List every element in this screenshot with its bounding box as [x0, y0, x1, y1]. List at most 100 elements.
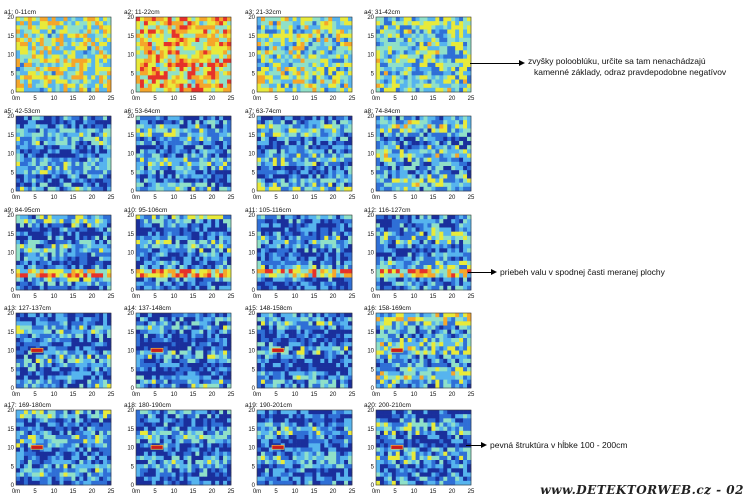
heatmap-cell [403, 62, 408, 68]
heatmap-cell [272, 252, 278, 257]
heatmap-cell [344, 161, 349, 167]
heatmap-cell [379, 83, 385, 89]
heatmap-cell [415, 29, 420, 34]
heatmap-cell [336, 227, 341, 232]
heatmap-cell [215, 83, 220, 89]
heatmap-cell [332, 42, 337, 47]
heatmap-cell [175, 87, 180, 93]
heatmap-cell [260, 54, 266, 59]
heatmap-cell [27, 170, 33, 175]
heatmap-cell [399, 132, 405, 138]
heatmap-cell [316, 33, 321, 39]
heatmap-cell [43, 252, 48, 257]
heatmap-cell [459, 71, 464, 76]
heatmap-cell [183, 153, 188, 158]
heatmap-cell [407, 25, 412, 30]
heatmap-cell [344, 37, 349, 43]
heatmap-cell [419, 215, 424, 220]
heatmap-cell [79, 285, 84, 291]
heatmap-cell [379, 50, 385, 55]
heatmap-cell [91, 141, 96, 146]
heatmap-cell [320, 178, 325, 183]
heatmap-cell [203, 265, 208, 270]
heatmap-cell [304, 71, 309, 76]
heatmap-cell [264, 219, 270, 224]
heatmap-cell [336, 120, 341, 125]
heatmap-cell [399, 128, 405, 133]
heatmap-cell [411, 120, 416, 125]
heatmap-cell [219, 75, 224, 80]
heatmap-cell [87, 132, 92, 138]
heatmap-cell [344, 54, 349, 59]
heatmap-cell [264, 186, 270, 192]
heatmap-cell [159, 37, 165, 43]
heatmap-cell [87, 71, 92, 76]
heatmap-cell [407, 29, 412, 34]
heatmap-cell [284, 252, 289, 257]
heatmap-cell [419, 116, 424, 121]
heatmap-cell [143, 166, 149, 171]
heatmap-cell [340, 79, 345, 84]
heatmap-cell [187, 75, 192, 80]
heatmap-cell [407, 136, 412, 142]
heatmap-cell [23, 141, 29, 146]
heatmap-cell [71, 235, 76, 241]
heatmap-cell [43, 186, 48, 192]
heatmap-cell [336, 132, 341, 138]
heatmap-cell [292, 215, 297, 220]
heatmap-cell [179, 33, 184, 39]
heatmap-cell [340, 248, 345, 253]
heatmap-cell [272, 244, 278, 249]
heatmap-cell [187, 231, 192, 237]
heatmap-cell [139, 17, 145, 22]
heatmap-cell [451, 29, 456, 34]
heatmap-cell [99, 67, 104, 72]
heatmap-cell [95, 75, 100, 80]
heatmap-cell [379, 141, 385, 146]
heatmap-cell [187, 256, 192, 262]
heatmap-cell [99, 174, 104, 179]
heatmap-cell [27, 21, 33, 26]
heatmap-cell [75, 132, 80, 138]
heatmap-cell [159, 25, 165, 30]
heatmap-cell [288, 83, 293, 89]
heatmap-cell [316, 281, 321, 287]
y-tick-label: 20 [367, 15, 374, 21]
heatmap-cell [191, 33, 196, 39]
heatmap-cell [379, 227, 385, 232]
heatmap-cell [403, 227, 408, 232]
heatmap-cell [203, 161, 208, 167]
heatmap-cell [328, 37, 333, 43]
heatmap-cell [55, 260, 60, 266]
heatmap-cell [19, 248, 25, 253]
heatmap-cell [223, 248, 228, 253]
heatmap-cell [284, 273, 289, 278]
heatmap-cell [195, 227, 200, 232]
heatmap-cell [284, 50, 289, 55]
heatmap-cell [260, 219, 266, 224]
heatmap-cell [264, 120, 270, 125]
heatmap-cell [447, 145, 452, 150]
heatmap-cell [379, 149, 385, 154]
y-tick-label: 10 [248, 251, 255, 257]
heatmap-cell [348, 174, 353, 179]
heatmap-cell [163, 260, 168, 266]
heatmap-cell [300, 223, 305, 228]
heatmap-cell [316, 260, 321, 266]
heatmap-cell [179, 178, 184, 183]
heatmap-cell [171, 260, 176, 266]
heatmap-cell [332, 136, 337, 142]
heatmap-cell [203, 182, 208, 188]
heatmap-cell [19, 153, 25, 158]
heatmap-cell [59, 170, 64, 175]
heatmap-cell [147, 281, 153, 287]
heatmap-cell [467, 186, 472, 192]
heatmap-cell [51, 252, 56, 257]
heatmap-cell [83, 120, 88, 125]
heatmap-cell [383, 46, 389, 51]
heatmap-cell [308, 79, 313, 84]
heatmap-cell [264, 124, 270, 129]
heatmap-cell [463, 75, 468, 80]
heatmap-cell [159, 33, 165, 39]
heatmap-cell [75, 219, 80, 224]
